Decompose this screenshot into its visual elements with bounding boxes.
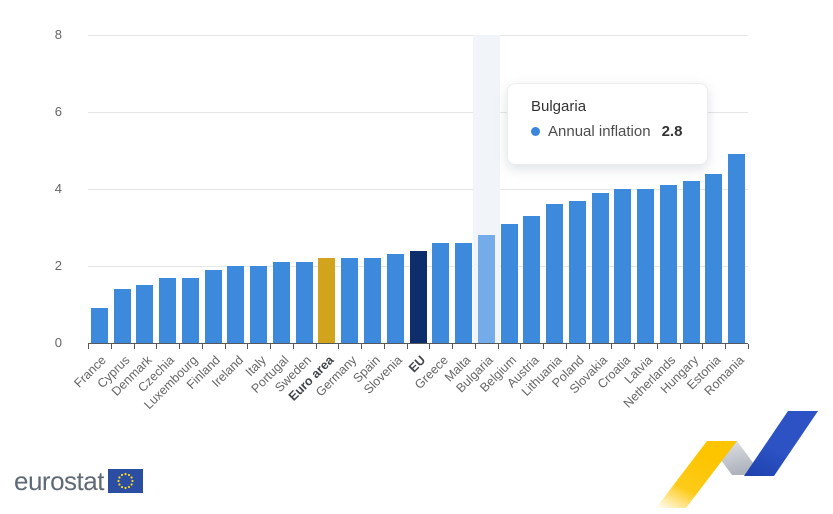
bar-cyprus[interactable] bbox=[113, 289, 131, 343]
x-axis-tick bbox=[156, 344, 158, 349]
x-axis-tick bbox=[543, 344, 545, 349]
bar-bulgaria[interactable] bbox=[477, 235, 495, 343]
x-axis-tick bbox=[656, 344, 658, 349]
bar-denmark[interactable] bbox=[136, 285, 154, 343]
x-axis-tick bbox=[406, 344, 408, 349]
tooltip-series-label: Annual inflation bbox=[548, 123, 651, 140]
bar-euro-area[interactable] bbox=[318, 258, 336, 343]
bar-netherlands[interactable] bbox=[659, 185, 677, 343]
eurostat-logo-text: eurostat bbox=[14, 466, 104, 496]
x-axis-tick bbox=[201, 344, 203, 349]
x-axis-tick bbox=[474, 344, 476, 349]
y-tick-label-8: 8 bbox=[54, 27, 62, 42]
bar-germany[interactable] bbox=[341, 258, 359, 343]
x-axis-tick bbox=[429, 344, 431, 349]
x-axis-tick bbox=[383, 344, 385, 349]
x-axis-tick bbox=[611, 344, 613, 349]
x-axis-tick bbox=[224, 344, 226, 349]
bar-estonia[interactable] bbox=[705, 173, 723, 343]
bar-poland[interactable] bbox=[568, 200, 586, 343]
y-tick-label-6: 6 bbox=[54, 104, 62, 119]
bar-italy[interactable] bbox=[250, 266, 268, 343]
tooltip-value: 2.8 bbox=[661, 123, 683, 140]
x-axis-tick bbox=[315, 344, 317, 349]
x-axis: France Cyprus Denmark Czechia Luxembourg Finl… bbox=[72, 343, 749, 463]
gridline-y-6 bbox=[88, 112, 748, 113]
bar-slovakia[interactable] bbox=[591, 192, 609, 343]
bar-spain[interactable] bbox=[363, 258, 381, 343]
bar-lithuania[interactable] bbox=[546, 204, 564, 343]
tooltip-title: Bulgaria bbox=[531, 98, 587, 115]
x-axis-tick bbox=[634, 344, 636, 349]
series-marker-icon bbox=[531, 127, 540, 136]
bar-belgium[interactable] bbox=[500, 223, 518, 343]
x-axis-line bbox=[88, 343, 748, 344]
bar-czechia[interactable] bbox=[159, 277, 177, 343]
eu-flag-icon bbox=[107, 469, 143, 493]
bar-hungary[interactable] bbox=[682, 181, 700, 343]
x-axis-tick bbox=[179, 344, 181, 349]
y-tick-label-0: 0 bbox=[54, 335, 62, 350]
bar-slovenia[interactable] bbox=[386, 254, 404, 343]
bar-malta[interactable] bbox=[455, 242, 473, 343]
decorative-ribbon-graphic bbox=[656, 411, 818, 508]
bar-sweden[interactable] bbox=[295, 262, 313, 343]
ribbon-yellow-segment bbox=[656, 441, 737, 508]
y-tick-label-2: 2 bbox=[54, 258, 62, 273]
x-axis-tick bbox=[292, 344, 294, 349]
x-axis-tick bbox=[565, 344, 567, 349]
eurostat-logo: eurostat bbox=[14, 468, 143, 494]
plot-area bbox=[88, 35, 748, 343]
gridline-y-4 bbox=[88, 189, 748, 190]
bar-romania[interactable] bbox=[728, 154, 746, 343]
x-axis-tick bbox=[361, 344, 363, 349]
x-axis-tick bbox=[247, 344, 249, 349]
tooltip: Bulgaria Annual inflation 2.8 bbox=[507, 83, 708, 165]
x-axis-tick bbox=[520, 344, 522, 349]
x-axis-tick bbox=[110, 344, 112, 349]
bar-ireland[interactable] bbox=[227, 266, 245, 343]
x-axis-tick bbox=[497, 344, 499, 349]
bar-croatia[interactable] bbox=[614, 189, 632, 343]
bar-eu[interactable] bbox=[409, 250, 427, 343]
ribbon-blue-segment bbox=[744, 411, 818, 476]
gridline-y-8 bbox=[88, 35, 748, 36]
x-axis-tick bbox=[133, 344, 135, 349]
x-axis-tick bbox=[702, 344, 704, 349]
x-axis-tick bbox=[88, 344, 89, 349]
bar-latvia[interactable] bbox=[637, 189, 655, 343]
x-axis-tick bbox=[679, 344, 681, 349]
x-axis-tick bbox=[338, 344, 340, 349]
bar-luxembourg[interactable] bbox=[181, 277, 199, 343]
bar-portugal[interactable] bbox=[272, 262, 290, 343]
x-axis-tick bbox=[270, 344, 272, 349]
bar-france[interactable] bbox=[90, 308, 108, 343]
x-axis-tick bbox=[748, 344, 749, 349]
x-axis-tick bbox=[452, 344, 454, 349]
bar-greece[interactable] bbox=[432, 242, 450, 343]
x-axis-tick bbox=[588, 344, 590, 349]
bar-austria[interactable] bbox=[523, 215, 541, 343]
bar-finland[interactable] bbox=[204, 269, 222, 343]
x-axis-tick bbox=[725, 344, 727, 349]
y-tick-label-4: 4 bbox=[54, 181, 62, 196]
